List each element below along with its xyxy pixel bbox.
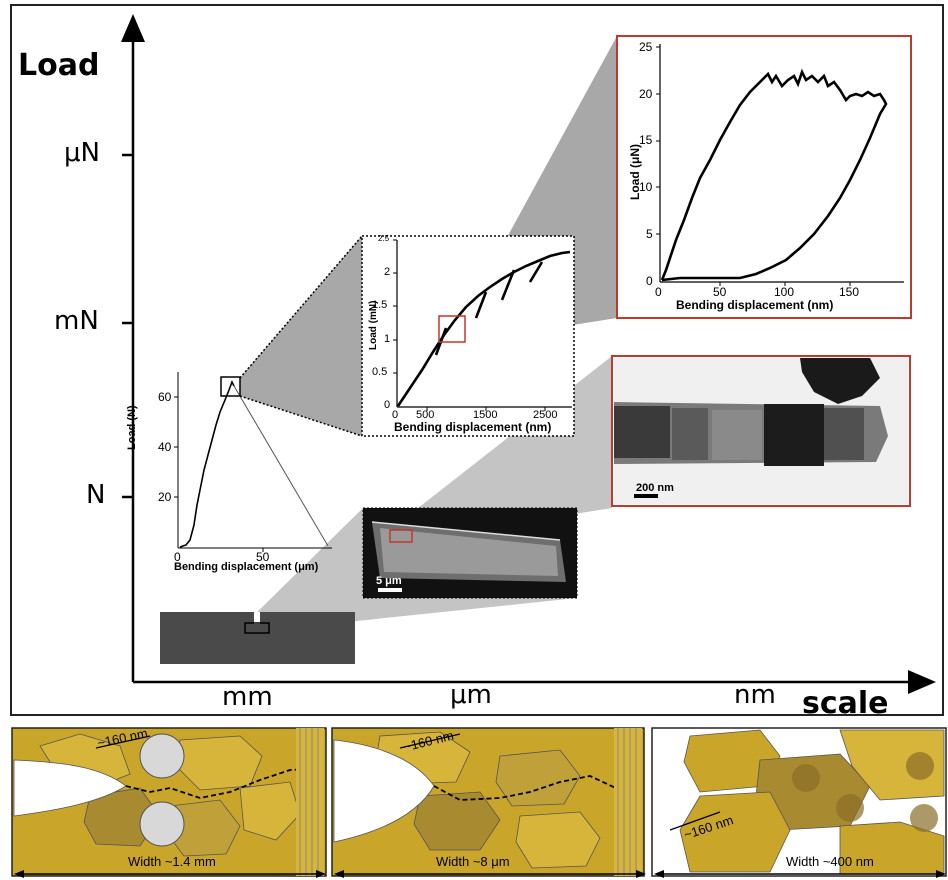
x-tick-mm: mm (222, 682, 273, 712)
inset-uN-ytick-20: 20 (639, 87, 653, 101)
x-axis-arrow (908, 670, 936, 694)
inset-N-plot (174, 372, 332, 552)
y-axis-title: Load (18, 48, 100, 83)
inset-N-ytick-20: 20 (158, 490, 172, 504)
inset-uN-xtick-0: 0 (655, 285, 662, 299)
inset-mN-curve (396, 250, 571, 407)
inset-uN-ytick-15: 15 (639, 133, 653, 147)
inset-mN-plot (393, 239, 572, 411)
inset-mN-xlabel: Bending displacement (nm) (394, 420, 552, 434)
inset-mN-frame (361, 235, 575, 437)
panel-2-width-label: Width ~8 μm (436, 854, 510, 869)
main-diagram (121, 14, 936, 694)
inset-uN-ytick-0: 0 (646, 274, 653, 288)
inset-mN-ytick-05: 0.5 (372, 366, 388, 378)
bottom-panels (11, 727, 947, 878)
inset-mN-ytick-1: 1 (384, 333, 391, 345)
panel-2 (331, 727, 646, 878)
inset-mN-ytick-15: 1.5 (372, 299, 388, 311)
x-tick-um: μm (450, 680, 492, 710)
inset-uN-ytick-5: 5 (646, 227, 653, 241)
inset-N-curve (179, 380, 235, 548)
inset-N-ytick-40: 40 (158, 440, 172, 454)
inset-N-xlabel: Bending displacement (μm) (174, 561, 319, 573)
inset-mN-ytick-25: 2.5 (378, 234, 390, 243)
panel-3 (651, 727, 947, 878)
inset-mN-xtick-3: 2500 (533, 409, 558, 421)
inset-N-xtick-0: 0 (174, 550, 181, 564)
inset-N-xtick-1: 50 (256, 550, 270, 564)
sem-scale-label: 5 μm (376, 575, 402, 587)
y-tick-mN: mN (54, 306, 99, 336)
inset-N-ytick-60: 60 (158, 390, 172, 404)
inset-uN-ytick-25: 25 (639, 40, 653, 54)
panel-3-width-label: Width ~400 nm (786, 854, 874, 869)
inset-N-ylabel: Load (N) (126, 405, 138, 450)
inset-uN-xtick-50: 50 (713, 285, 727, 299)
y-tick-uN: μN (64, 138, 100, 168)
inset-uN-ytick-10: 10 (639, 180, 653, 194)
tem-scale-label: 200 nm (636, 482, 674, 494)
inset-mN-ytick-2: 2 (384, 266, 391, 278)
inset-uN-xlabel: Bending displacement (nm) (676, 298, 834, 312)
inset-uN-xtick-100: 100 (774, 285, 795, 299)
inset-uN-curve (660, 68, 888, 282)
x-tick-nm: nm (734, 680, 776, 710)
inset-uN-xtick-150: 150 (839, 285, 860, 299)
inset-mN-xtick-1: 500 (416, 409, 435, 421)
inset-uN-plot (656, 44, 904, 286)
y-tick-N: N (86, 480, 106, 510)
inset-mN-xtick-0: 0 (392, 409, 399, 421)
inset-mN-ytick-0: 0 (384, 399, 391, 411)
inset-mN-xtick-2: 1500 (473, 409, 498, 421)
zoom-cone-N-to-mN (240, 236, 362, 436)
main-frame (10, 4, 944, 716)
panel-1 (11, 727, 327, 878)
x-axis-title: scale (802, 686, 889, 721)
panel-1-width-label: Width ~1.4 mm (128, 854, 216, 869)
y-axis-arrow (121, 14, 145, 42)
